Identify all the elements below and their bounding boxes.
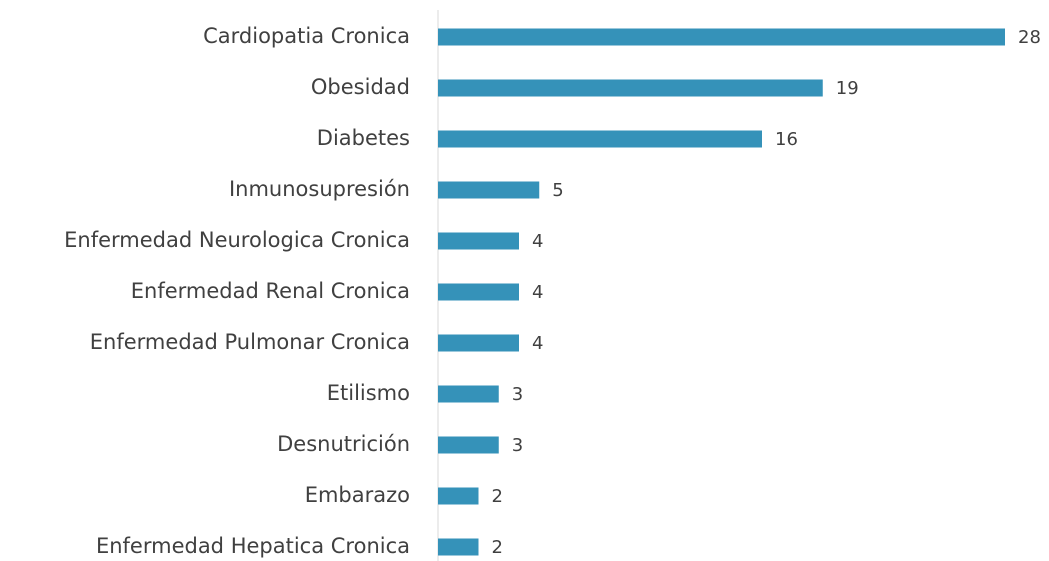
category-label: Inmunosupresión — [229, 177, 410, 201]
value-label: 28 — [1018, 27, 1041, 48]
bar — [438, 181, 540, 199]
value-label: 2 — [492, 537, 503, 558]
value-label: 2 — [492, 486, 503, 507]
bar — [438, 79, 823, 97]
bar — [438, 385, 499, 403]
category-label: Enfermedad Pulmonar Cronica — [90, 330, 410, 354]
value-label: 4 — [532, 333, 543, 354]
bar — [438, 538, 479, 556]
bar — [438, 28, 1005, 46]
category-label: Cardiopatia Cronica — [203, 24, 410, 48]
value-label: 19 — [836, 78, 859, 99]
value-label: 3 — [512, 435, 523, 456]
bar — [438, 334, 519, 352]
bar — [438, 487, 479, 505]
category-label: Obesidad — [311, 75, 410, 99]
value-label: 4 — [532, 282, 543, 303]
category-label: Enfermedad Hepatica Cronica — [96, 534, 410, 558]
value-label: 16 — [775, 129, 798, 150]
value-label: 3 — [512, 384, 523, 405]
value-label: 4 — [532, 231, 543, 252]
value-label: 5 — [552, 180, 563, 201]
category-label: Diabetes — [317, 126, 410, 150]
bar — [438, 232, 519, 250]
bar — [438, 283, 519, 301]
category-label: Enfermedad Neurologica Cronica — [64, 228, 410, 252]
bar — [438, 436, 499, 454]
category-label: Embarazo — [305, 483, 410, 507]
category-label: Desnutrición — [277, 432, 410, 456]
bar — [438, 130, 762, 148]
category-label: Etilismo — [327, 381, 410, 405]
category-label: Enfermedad Renal Cronica — [131, 279, 410, 303]
